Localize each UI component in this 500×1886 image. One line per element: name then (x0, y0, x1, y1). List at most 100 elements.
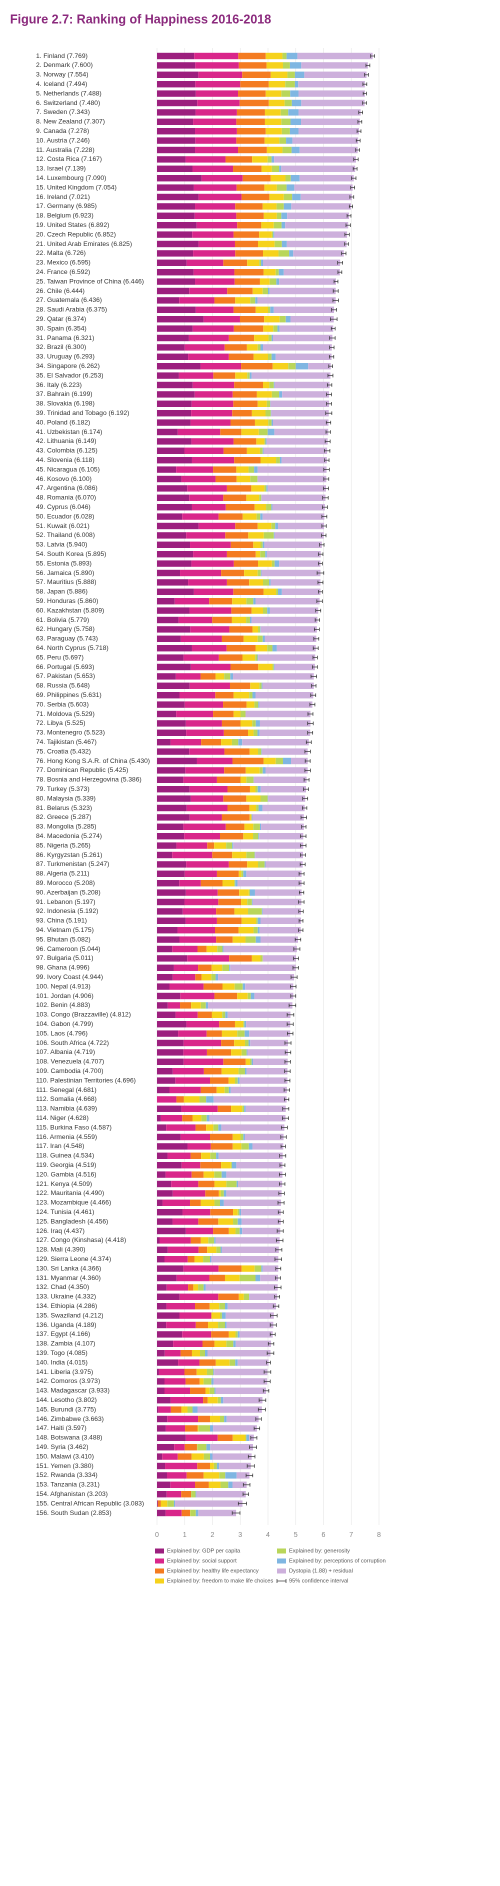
bar-segment (235, 297, 251, 304)
bar-segment (200, 1237, 209, 1244)
bar-segment (263, 381, 270, 389)
bar-segment (213, 1462, 217, 1470)
bar-segment (221, 1124, 285, 1131)
bar-segment (213, 466, 237, 473)
row-label: 30. Spain (6.354) (36, 325, 87, 332)
error-bar (355, 148, 360, 152)
row-label: 118. Guinea (4.534) (36, 1153, 94, 1160)
row-label: 73. Montenegro (5.523) (36, 730, 105, 737)
bar-segment (157, 391, 195, 398)
bar-segment (195, 1481, 209, 1488)
bar-segment (233, 438, 257, 445)
bar-segment (238, 62, 267, 69)
bar-segment (247, 1049, 288, 1056)
bar-segment (184, 1444, 197, 1451)
bar-segment (253, 353, 268, 360)
bar-segment (157, 137, 196, 144)
error-bar (277, 1219, 284, 1224)
bar-segment (157, 795, 191, 802)
error-bar (327, 373, 334, 378)
bar-segment (223, 729, 249, 736)
bar-segment (273, 222, 282, 229)
bar-segment (190, 626, 230, 633)
bar-segment (272, 419, 329, 426)
bar-segment (238, 90, 266, 97)
bar-segment (256, 438, 265, 445)
error-bar (274, 1285, 282, 1290)
row-label: 97. Bulgaria (5.011) (36, 955, 93, 962)
bar-segment (212, 616, 232, 624)
bar-segment (238, 1180, 283, 1188)
bar-segment (157, 71, 199, 78)
bar-segment (230, 1086, 287, 1094)
bar-segment (235, 1331, 238, 1338)
bar-segment (218, 1124, 222, 1131)
row-label: 91. Lebanon (5.197) (36, 899, 95, 906)
bar-segment (157, 344, 185, 351)
error-bar (349, 195, 355, 199)
bar-segment (248, 1039, 251, 1047)
bar-segment (262, 804, 305, 812)
bar-segment (237, 1331, 240, 1338)
bar-segment (251, 616, 318, 624)
bar-segment (218, 1190, 221, 1197)
bar-segment (249, 616, 252, 624)
error-bar (309, 702, 316, 707)
bar-segment (186, 804, 228, 812)
bar-segment (211, 1312, 220, 1319)
error-bar (318, 561, 323, 566)
row-label: 98. Ghana (4.996) (36, 965, 90, 972)
error-bar (324, 458, 330, 462)
bar-segment (231, 616, 247, 624)
row-label: 114. Niger (4.628) (36, 1115, 89, 1122)
error-bar (322, 496, 329, 500)
error-bar (299, 862, 306, 867)
bar-segment (226, 551, 256, 558)
bar-segment (259, 278, 270, 285)
bar-segment (260, 344, 264, 351)
bar-segment (221, 1162, 231, 1169)
bar-segment (232, 851, 247, 859)
bar-segment (157, 447, 185, 454)
bar-segment (198, 193, 242, 201)
bar-segment (271, 522, 276, 530)
bar-segment (262, 1265, 279, 1272)
bar-segment (178, 616, 213, 624)
bar-segment (157, 569, 181, 577)
error-bar (329, 336, 336, 340)
bar-segment (266, 438, 328, 445)
row-label: 129. Sierra Leone (4.374) (36, 1256, 111, 1263)
bar-segment (157, 109, 196, 116)
bar-segment (190, 1199, 201, 1206)
bar-segment (228, 1077, 235, 1084)
bar-segment (268, 419, 272, 426)
bar-segment (242, 71, 271, 78)
bar-segment (233, 710, 241, 718)
row-label: 36. Italy (6.223) (36, 382, 82, 389)
error-bar (364, 73, 369, 77)
bar-segment (244, 1021, 247, 1028)
bar-segment (298, 81, 365, 88)
row-label: 154. Afghanistan (3.203) (36, 1491, 108, 1498)
bar-segment (258, 861, 265, 868)
bar-segment (226, 1321, 274, 1329)
error-bar (312, 655, 318, 660)
bar-segment (198, 1246, 208, 1253)
row-label: 79. Turkey (5.373) (36, 786, 90, 793)
bar-segment (179, 297, 215, 304)
bar-segment (231, 739, 239, 746)
bar-segment (227, 1011, 291, 1018)
bar-segment (216, 1086, 225, 1094)
bar-segment (271, 231, 274, 238)
error-bar (274, 1257, 282, 1261)
error-bar (353, 157, 359, 162)
bar-segment (232, 391, 257, 398)
bar-segment (281, 90, 291, 97)
bar-segment (231, 607, 252, 614)
bar-segment (171, 1180, 199, 1188)
bar-segment (267, 485, 326, 492)
bar-segment (236, 1180, 239, 1188)
bar-segment (221, 720, 241, 727)
legend-swatch (155, 1548, 164, 1554)
